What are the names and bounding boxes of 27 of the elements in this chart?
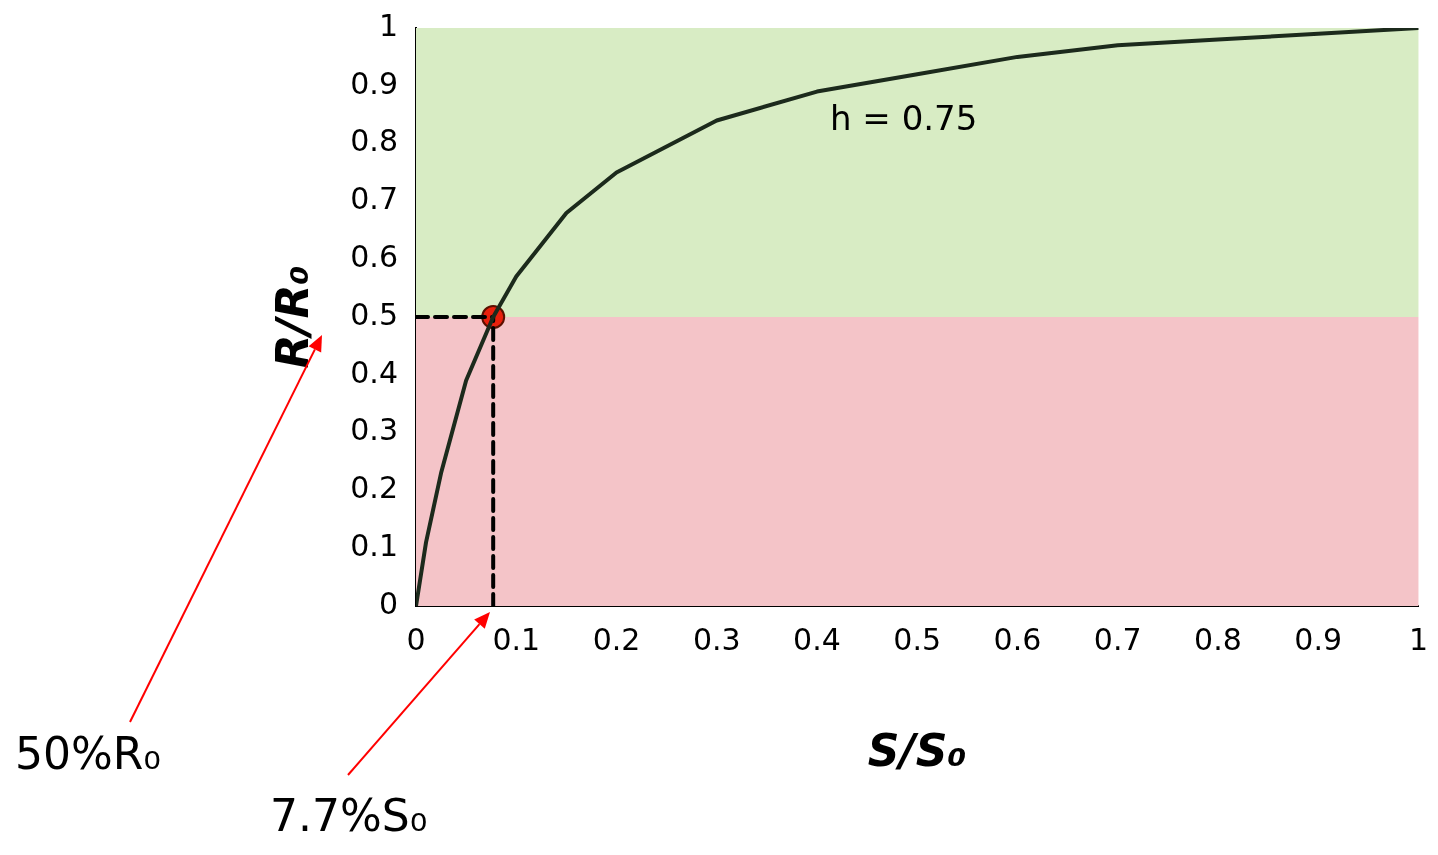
y-tick-label: 0	[378, 585, 398, 621]
y-tick-label: 0.1	[350, 528, 398, 563]
y-tick-label: 0.5	[350, 296, 398, 332]
x-tick-label: 0.2	[592, 621, 641, 657]
y-tick-label: 0.6	[350, 239, 398, 274]
y-axis-title: R/R₀	[266, 265, 318, 369]
text: 7.7%S₀	[270, 790, 428, 841]
y-tick-label: 0.7	[350, 181, 398, 217]
x-tick-label: 0.9	[1294, 621, 1343, 657]
y-tick-label: 0.9	[350, 65, 398, 101]
x-axis-title: S/S₀	[867, 725, 967, 777]
x-tick-label: 1	[1408, 621, 1428, 657]
x-tick-label: 0.7	[1093, 621, 1142, 657]
x-tick-label: 0.8	[1194, 621, 1242, 657]
x-tick-label: 0.4	[793, 621, 841, 657]
y-tick-label: 0.3	[350, 412, 398, 448]
y-tick-label: 0.2	[350, 470, 398, 506]
annotation: h = 0.75	[830, 98, 978, 138]
x-tick-label: 0.3	[692, 621, 741, 657]
text: 50%R₀	[15, 728, 162, 779]
x-tick-label: 0	[406, 621, 426, 657]
x-tick-label: 0.6	[993, 621, 1042, 657]
x-tick-label: 0.1	[492, 621, 541, 657]
y-tick-label: 0.8	[350, 123, 398, 159]
x-tick-label: 0.5	[893, 621, 942, 657]
y-tick-label: 1	[378, 7, 398, 43]
y-tick-label: 0.4	[350, 354, 398, 390]
